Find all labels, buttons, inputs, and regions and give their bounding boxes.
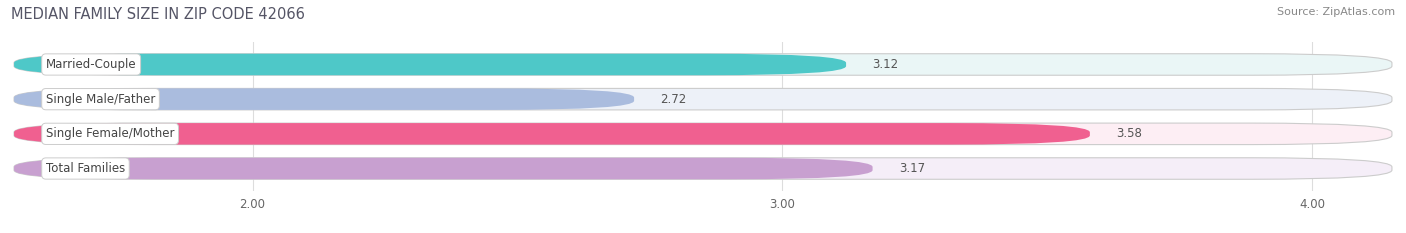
Text: 3.58: 3.58 [1116, 127, 1142, 140]
Text: Single Male/Father: Single Male/Father [46, 93, 155, 106]
FancyBboxPatch shape [14, 123, 1090, 145]
FancyBboxPatch shape [14, 54, 846, 75]
Text: Source: ZipAtlas.com: Source: ZipAtlas.com [1277, 7, 1395, 17]
Text: Single Female/Mother: Single Female/Mother [46, 127, 174, 140]
Text: 3.12: 3.12 [873, 58, 898, 71]
FancyBboxPatch shape [14, 158, 873, 179]
FancyBboxPatch shape [14, 123, 1392, 145]
FancyBboxPatch shape [14, 54, 1392, 75]
FancyBboxPatch shape [14, 88, 634, 110]
Text: 2.72: 2.72 [661, 93, 688, 106]
FancyBboxPatch shape [14, 88, 1392, 110]
FancyBboxPatch shape [14, 158, 1392, 179]
Text: 3.17: 3.17 [898, 162, 925, 175]
Text: MEDIAN FAMILY SIZE IN ZIP CODE 42066: MEDIAN FAMILY SIZE IN ZIP CODE 42066 [11, 7, 305, 22]
Text: Married-Couple: Married-Couple [46, 58, 136, 71]
Text: Total Families: Total Families [46, 162, 125, 175]
